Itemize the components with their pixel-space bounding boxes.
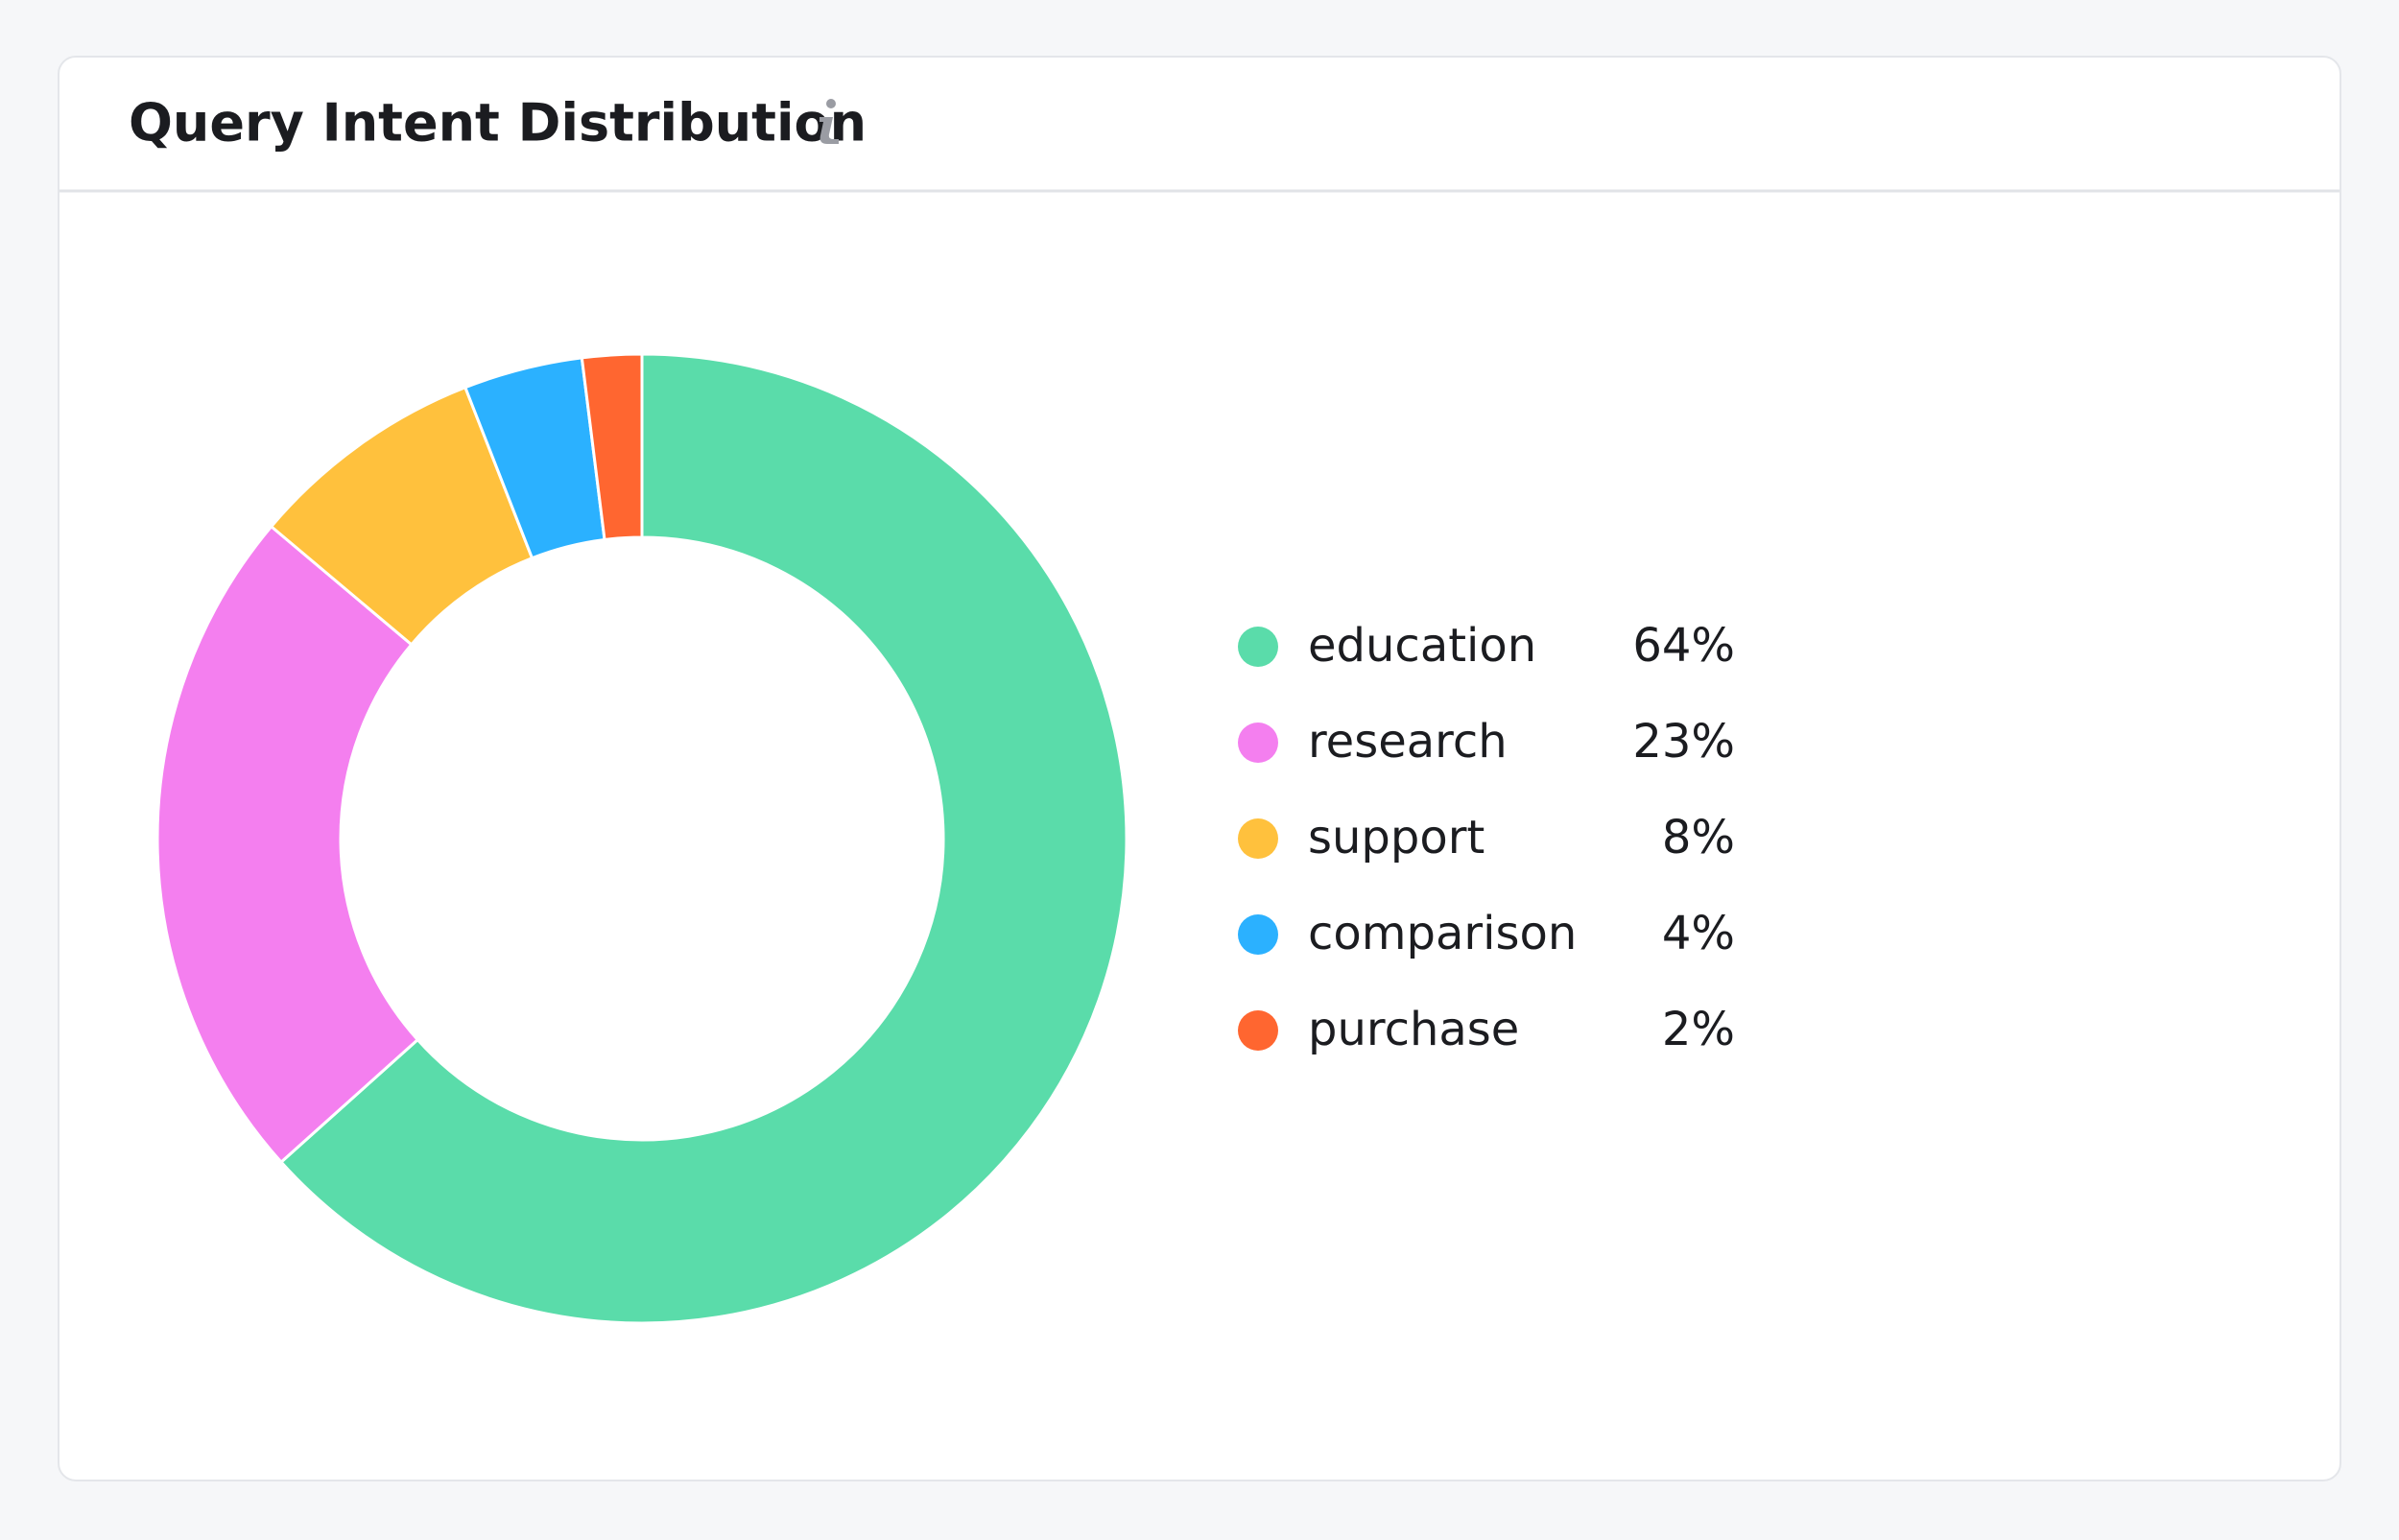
legend-swatch [1238, 627, 1278, 667]
legend-label: education [1308, 619, 1536, 673]
legend-label: research [1308, 715, 1508, 769]
legend-value: 23% [1632, 715, 1735, 769]
legend-swatch [1238, 1010, 1278, 1051]
legend-value: 8% [1662, 811, 1735, 865]
donut [155, 352, 1128, 1325]
legend-value: 2% [1662, 1003, 1735, 1056]
legend-label: comparison [1308, 907, 1577, 960]
donut-segment [155, 524, 420, 1165]
donut-segment [580, 352, 644, 542]
legend-label: purchase [1308, 1003, 1519, 1056]
legend: education 64% research 23% support 8% comparis… [1238, 619, 1735, 1056]
legend-value: 64% [1632, 619, 1735, 673]
legend-swatch [1238, 818, 1278, 859]
legend-label: support [1308, 811, 1485, 865]
card [58, 56, 2341, 1481]
card-title: Query Intent Distribution [129, 93, 867, 154]
donut-segment [278, 352, 1128, 1325]
legend-value: 4% [1662, 907, 1735, 960]
legend-swatch [1238, 723, 1278, 763]
info-icon[interactable] [819, 99, 839, 144]
legend-swatch [1238, 914, 1278, 955]
